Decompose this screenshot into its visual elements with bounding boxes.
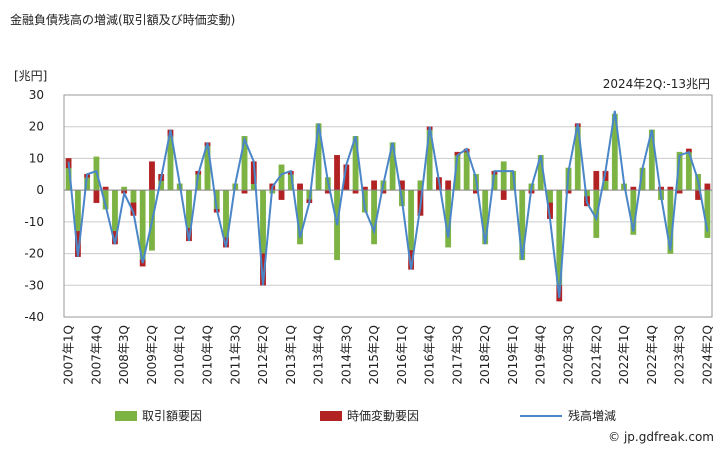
x-tick-label: 2016年4Q: [423, 325, 437, 385]
bar: [445, 180, 452, 191]
line-series: [67, 110, 709, 299]
y-tick-label: -20: [24, 247, 44, 261]
x-tick-label: 2019年1Q: [506, 325, 520, 385]
x-tick-label: 2009年2Q: [145, 325, 159, 385]
x-tick-label: 2021年2Q: [589, 325, 603, 385]
legend-label: 取引額要因: [142, 409, 202, 423]
x-tick-label: 2024年2Q: [700, 325, 714, 385]
bar: [149, 161, 155, 191]
bar: [500, 161, 507, 191]
x-tick-label: 2022年1Q: [617, 325, 631, 385]
bar: [112, 189, 118, 232]
legend-label: 時価変動要因: [347, 408, 419, 423]
y-tick-label: -40: [24, 310, 44, 324]
legend-label: 残高増減: [568, 408, 616, 423]
y-tick-label: -30: [24, 278, 44, 292]
x-tick-label: 2017年3Q: [450, 325, 464, 385]
bar: [408, 189, 415, 251]
y-tick-label: -10: [24, 215, 44, 229]
bar: [278, 189, 285, 200]
x-tick-label: 2011年3Q: [228, 325, 242, 385]
x-tick-label: 2007年1Q: [62, 325, 76, 385]
x-tick-label: 2020年3Q: [562, 325, 576, 385]
x-tick-label: 2018年2Q: [478, 325, 492, 385]
x-tick-label: 2007年4Q: [89, 325, 103, 385]
y-tick-label: 30: [29, 88, 44, 102]
legend-swatch: [115, 411, 137, 421]
bar: [704, 183, 711, 191]
bar: [93, 189, 100, 204]
annotation: 2024年2Q:-13兆円: [603, 77, 710, 91]
y-tick-label: 10: [29, 151, 44, 165]
x-tick-label: 2013年4Q: [312, 325, 326, 385]
y-tick-label: 0: [36, 183, 44, 197]
x-tick-label: 2010年1Q: [173, 325, 187, 385]
x-tick-label: 2022年4Q: [645, 325, 659, 385]
legend-swatch: [320, 411, 342, 421]
x-tick-label: 2023年3Q: [673, 325, 687, 385]
bar: [130, 189, 137, 204]
source: © jp.gdfreak.com: [608, 430, 714, 444]
x-tick-label: 2015年2Q: [367, 325, 381, 385]
bar: [260, 189, 266, 254]
x-tick-label: 2008年3Q: [117, 325, 131, 385]
plot-border: [63, 94, 713, 318]
bar: [500, 189, 507, 200]
x-tick-label: 2013年1Q: [284, 325, 298, 385]
bar: [74, 189, 81, 232]
x-tick-label: 2012年2Q: [256, 325, 270, 385]
bar: [593, 170, 600, 191]
x-tick-label: 2019年4Q: [534, 325, 548, 385]
x-tick-label: 2010年4Q: [200, 325, 214, 385]
y-tick-label: 20: [29, 120, 44, 134]
bar: [297, 183, 303, 191]
bar: [334, 155, 340, 191]
x-tick-label: 2016年1Q: [395, 325, 409, 385]
chart-title: 金融負債残高の増減(取引額及び時価変動): [10, 12, 235, 27]
y-axis-label: [兆円]: [14, 69, 47, 83]
x-tick-label: 2014年3Q: [339, 325, 353, 385]
bar: [371, 180, 378, 191]
